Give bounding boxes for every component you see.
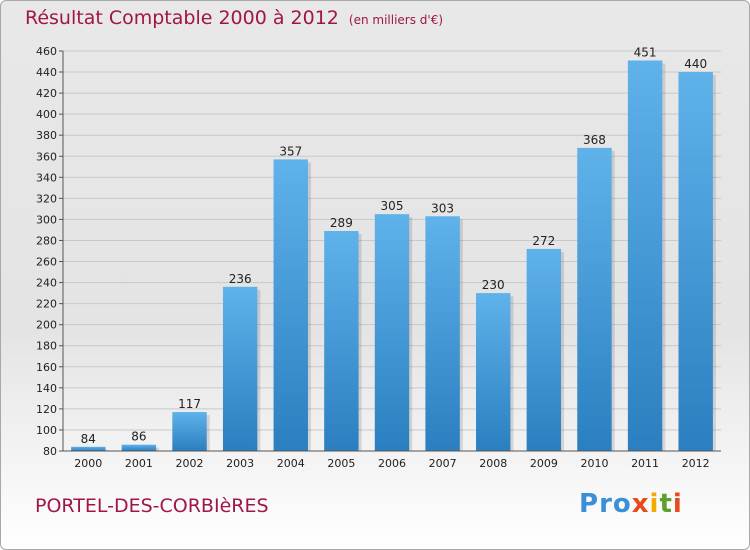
- bar-2002: [172, 412, 207, 451]
- x-tick-label: 2000: [74, 457, 102, 470]
- y-tick-label: 100: [36, 424, 57, 437]
- y-tick-label: 380: [36, 129, 57, 142]
- data-label-2001: 86: [131, 430, 146, 444]
- logo-letter: i: [672, 489, 683, 519]
- y-tick-label: 80: [43, 445, 57, 458]
- data-label-2009: 272: [532, 234, 555, 248]
- y-tick-label: 460: [36, 45, 57, 58]
- y-tick-label: 260: [36, 256, 57, 269]
- bar-2006: [374, 214, 410, 451]
- y-tick-label: 240: [36, 277, 57, 290]
- data-label-2010: 368: [583, 133, 606, 147]
- y-tick-label: 160: [36, 361, 57, 374]
- bar-2012: [678, 72, 713, 451]
- logo-letter: x: [631, 489, 650, 519]
- bar-2003: [222, 286, 258, 451]
- x-tick-label: 2009: [530, 457, 558, 470]
- x-tick-label: 2001: [125, 457, 153, 470]
- y-tick-label: 140: [36, 382, 57, 395]
- data-label-2012: 440: [684, 57, 707, 71]
- data-label-2011: 451: [634, 45, 657, 59]
- x-tick-label: 2002: [176, 457, 204, 470]
- y-tick-label: 120: [36, 403, 57, 416]
- data-label-2003: 236: [229, 272, 252, 286]
- chart-subtitle: (en milliers d'€): [348, 13, 444, 27]
- x-tick-label: 2005: [327, 457, 355, 470]
- y-tick-label: 180: [36, 340, 57, 353]
- y-tick-label: 360: [36, 150, 57, 163]
- chart-title: Résultat Comptable 2000 à 2012 (en millie…: [25, 7, 443, 29]
- bar-2010: [577, 147, 612, 451]
- y-axis: 80 100 120 140 160 180 200 220 240 260 280 300 320 34…: [36, 45, 64, 458]
- bar-2000: [71, 446, 106, 451]
- logo-letter: P: [579, 489, 600, 519]
- data-label-2008: 230: [482, 278, 505, 292]
- bar-2004: [273, 159, 308, 451]
- y-tick-label: 200: [36, 319, 57, 332]
- y-tick-label: 220: [36, 298, 57, 311]
- y-tick-label: 280: [36, 234, 57, 247]
- logo-letter: t: [659, 489, 673, 519]
- logo-letter: r: [599, 489, 613, 519]
- x-tick-label: 2006: [378, 457, 406, 470]
- x-axis: 2000 2001 2002 2003 2004 2005 2006 2007 2008 2009…: [63, 450, 721, 470]
- logo-letter: i: [649, 489, 660, 519]
- y-tick-label: 400: [36, 108, 57, 121]
- bar-2007: [425, 216, 460, 451]
- y-tick-label: 440: [36, 66, 57, 79]
- y-tick-label: 420: [36, 87, 57, 100]
- bars: 84 86 117 236 357 289 305 303 230 272 368 451 440: [71, 45, 716, 451]
- data-label-2002: 117: [178, 397, 201, 411]
- bar-2005: [324, 231, 359, 451]
- proxiti-logo: Proxiti: [579, 489, 683, 519]
- data-label-2006: 305: [381, 199, 404, 213]
- y-tick-label: 340: [36, 171, 57, 184]
- x-tick-label: 2003: [226, 457, 254, 470]
- x-tick-label: 2008: [479, 457, 507, 470]
- y-tick-label: 300: [36, 213, 57, 226]
- bar-2008: [476, 293, 511, 451]
- x-tick-label: 2010: [580, 457, 608, 470]
- data-label-2004: 357: [279, 144, 302, 158]
- y-tick-label: 320: [36, 192, 57, 205]
- commune-name: PORTEL-DES-CORBIèRES: [35, 495, 269, 517]
- data-label-2005: 289: [330, 216, 353, 230]
- x-tick-label: 2007: [429, 457, 457, 470]
- chart-title-text: Résultat Comptable 2000 à 2012: [25, 7, 339, 29]
- bar-2001: [121, 444, 157, 451]
- x-tick-label: 2011: [631, 457, 659, 470]
- logo-letter: o: [612, 489, 632, 519]
- data-label-2000: 84: [81, 432, 96, 446]
- x-tick-label: 2004: [277, 457, 305, 470]
- x-tick-label: 2012: [682, 457, 710, 470]
- bar-2009: [526, 248, 562, 451]
- data-label-2007: 303: [431, 201, 454, 215]
- bar-2011: [627, 60, 663, 451]
